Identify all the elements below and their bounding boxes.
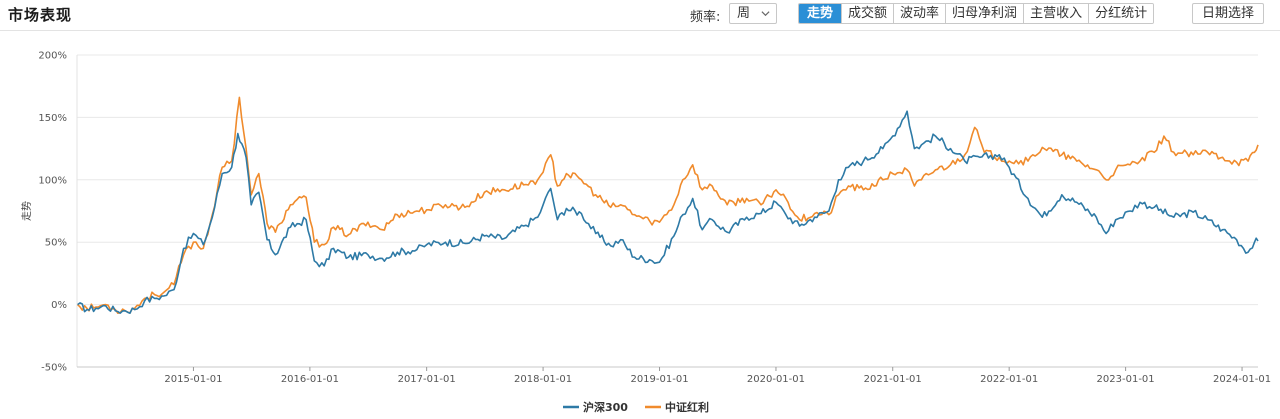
y-tick-label: 100% bbox=[38, 175, 67, 186]
tab-turnover[interactable]: 成交额 bbox=[841, 4, 894, 23]
legend: 沪深300 中证红利 bbox=[563, 400, 709, 414]
tab-dividend-stats[interactable]: 分红统计 bbox=[1088, 4, 1154, 23]
y-tick-label: 200% bbox=[38, 51, 67, 62]
section-title: 市场表现 bbox=[8, 6, 73, 24]
frequency-label: 频率: bbox=[690, 10, 721, 25]
grid-lines bbox=[76, 54, 1258, 368]
y-tick-label: 50% bbox=[45, 238, 67, 249]
tab-trend[interactable]: 走势 bbox=[799, 4, 842, 23]
tab-revenue[interactable]: 主营收入 bbox=[1023, 4, 1089, 23]
x-tick-label: 2021-01-01 bbox=[864, 374, 922, 385]
y-axis: -50% 0% 50% 100% 150% 200% bbox=[38, 51, 67, 374]
x-tick-label: 2023-01-01 bbox=[1097, 374, 1155, 385]
date-select-button[interactable]: 日期选择 bbox=[1192, 3, 1264, 24]
dividend-line bbox=[77, 96, 1259, 315]
trend-line-chart: -50% 0% 50% 100% 150% 200% 2015-01-01 2016-01-… bbox=[20, 51, 1271, 415]
y-tick-label: 0% bbox=[51, 300, 67, 311]
x-tick-label: 2017-01-01 bbox=[398, 374, 456, 385]
tab-net-profit[interactable]: 归母净利润 bbox=[945, 4, 1024, 23]
tab-volatility[interactable]: 波动率 bbox=[893, 4, 946, 23]
x-tick-label: 2016-01-01 bbox=[281, 374, 339, 385]
legend-hs300-label[interactable]: 沪深300 bbox=[583, 400, 628, 414]
header-bar: 市场表现 频率: 周 走势 成交额 波动率 归母净利润 主营收入 分红统计 日期… bbox=[0, 0, 1280, 31]
frequency-select[interactable]: 周 bbox=[729, 3, 777, 24]
x-tick-label: 2020-01-01 bbox=[747, 374, 805, 385]
x-tick-label: 2018-01-01 bbox=[514, 374, 572, 385]
y-axis-label: 走势 bbox=[20, 201, 33, 221]
x-tick-label: 2022-01-01 bbox=[980, 374, 1038, 385]
frequency-value: 周 bbox=[737, 6, 751, 21]
x-tick-label: 2019-01-01 bbox=[630, 374, 688, 385]
metric-tabs: 走势 成交额 波动率 归母净利润 主营收入 分红统计 bbox=[798, 3, 1155, 24]
y-tick-label: 150% bbox=[38, 113, 67, 124]
series-lines bbox=[77, 96, 1259, 315]
legend-dividend-label[interactable]: 中证红利 bbox=[665, 400, 709, 414]
chevron-down-icon bbox=[761, 11, 770, 17]
y-tick-label: -50% bbox=[41, 363, 67, 374]
x-tick-label: 2024-01-01 bbox=[1213, 374, 1271, 385]
x-axis: 2015-01-01 2016-01-01 2017-01-01 2018-01-01… bbox=[164, 367, 1271, 385]
x-tick-label: 2015-01-01 bbox=[164, 374, 222, 385]
hs300-line bbox=[77, 110, 1259, 315]
